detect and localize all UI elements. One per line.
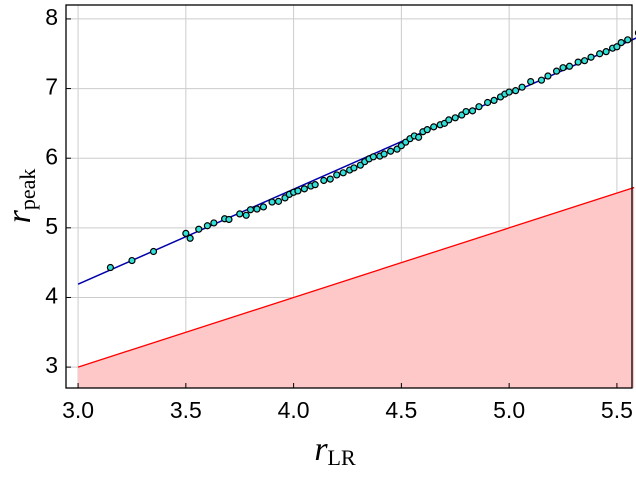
point	[274, 197, 283, 205]
point	[559, 64, 567, 72]
y-tick-label: 3	[45, 352, 58, 378]
point	[445, 116, 453, 124]
point	[483, 98, 492, 107]
point	[617, 39, 625, 47]
point	[149, 247, 158, 256]
point	[602, 48, 610, 56]
point	[253, 205, 261, 213]
point	[259, 203, 268, 211]
point	[106, 263, 115, 272]
point	[490, 96, 498, 105]
x-tick-label: 4.0	[278, 397, 310, 423]
reference-line	[77, 186, 635, 368]
y-label-subscript: peak	[15, 169, 40, 211]
point	[242, 211, 250, 219]
point	[415, 133, 423, 141]
x-tick-label: 5.5	[601, 397, 633, 423]
y-tick-label: 7	[45, 74, 58, 100]
point	[333, 171, 341, 179]
point	[320, 176, 328, 185]
point	[294, 187, 302, 195]
point	[430, 123, 438, 131]
point	[203, 222, 211, 230]
point	[624, 36, 632, 44]
point	[369, 153, 377, 161]
x-label-subscript: LR	[328, 445, 356, 470]
point	[300, 185, 308, 193]
point	[236, 210, 244, 218]
y-axis-label: rpeak	[1, 169, 40, 224]
point	[195, 225, 203, 233]
point	[512, 87, 520, 95]
x-axis-label: rLR	[314, 431, 356, 470]
point	[311, 181, 319, 189]
point	[527, 77, 535, 86]
fit-line	[77, 37, 636, 285]
x-label-symbol: r	[314, 431, 328, 468]
point	[462, 107, 470, 116]
point	[210, 219, 218, 227]
y-tick-label: 6	[45, 143, 58, 169]
point	[186, 234, 194, 242]
point	[518, 83, 526, 91]
point	[268, 198, 276, 206]
y-tick-label: 4	[45, 283, 58, 309]
shaded-area	[78, 187, 635, 388]
point	[544, 72, 552, 80]
point	[574, 58, 582, 66]
x-tick-label: 3.5	[170, 397, 202, 423]
point	[475, 103, 483, 111]
point	[451, 114, 459, 122]
point	[537, 76, 546, 84]
point	[468, 107, 477, 115]
y-tick-label: 5	[45, 213, 58, 239]
point	[128, 256, 136, 265]
point	[182, 229, 190, 238]
x-tick-label: 5.0	[493, 397, 525, 423]
point	[225, 215, 233, 224]
point	[580, 57, 589, 65]
point	[246, 206, 255, 214]
point	[423, 126, 431, 134]
plot-frame	[65, 4, 633, 389]
point	[380, 150, 388, 158]
y-tick-label: 8	[45, 4, 58, 30]
x-tick-label: 3.0	[62, 397, 94, 423]
point	[587, 53, 595, 61]
point	[350, 164, 358, 172]
point	[505, 88, 513, 96]
point	[326, 175, 334, 183]
x-tick-label: 4.5	[385, 397, 417, 423]
point	[386, 147, 395, 155]
point	[552, 67, 561, 75]
point	[339, 169, 347, 177]
point	[596, 50, 604, 58]
point	[613, 43, 621, 51]
y-label-symbol: r	[1, 209, 38, 223]
point	[565, 62, 574, 70]
